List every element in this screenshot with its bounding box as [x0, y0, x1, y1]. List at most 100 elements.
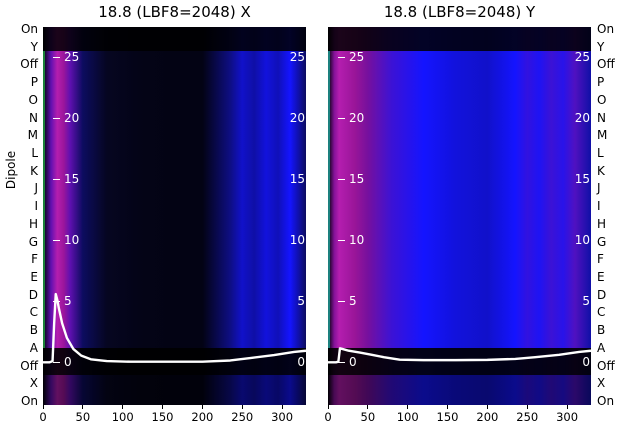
- y-tick-label: 0: [64, 355, 72, 370]
- x-tick-label: 0: [39, 410, 47, 424]
- x-tick-mark: [486, 405, 488, 409]
- y-tick-mark: [338, 57, 345, 59]
- y-tick-label: 25: [349, 50, 365, 65]
- y-tick-label: 0: [297, 355, 305, 370]
- y-category-1-y: Y: [597, 39, 605, 54]
- x-tick-mark: [201, 405, 203, 409]
- heatmap-image-x: [43, 27, 306, 405]
- y-tick-15: 15: [575, 172, 590, 186]
- y-category-2-off: Off: [20, 57, 38, 72]
- y-tick-label: 10: [574, 233, 590, 248]
- y-tick-label: 20: [574, 111, 590, 126]
- y-category-14-e: E: [30, 270, 38, 284]
- y-tick-0: 0: [582, 355, 590, 369]
- y-tick-10: 10: [338, 233, 364, 247]
- y-tick-label: 5: [297, 294, 305, 309]
- x-tick-label: 150: [151, 410, 174, 424]
- heatmap-panel-x[interactable]: 0 5 10 15 20 25 0 5 10 15 20 25: [43, 27, 306, 405]
- y-category-13-f: F: [597, 252, 604, 267]
- y-tick-5: 5: [338, 294, 357, 308]
- y-tick-20: 20: [290, 111, 305, 125]
- x-tick-mark: [42, 405, 44, 409]
- y-tick-label: 0: [349, 355, 357, 370]
- y-tick-label: 20: [64, 111, 80, 126]
- x-tick-mark: [526, 405, 528, 409]
- y-tick-mark: [53, 362, 60, 364]
- panel-title-y: 18.8 (LBF8=2048) Y: [383, 3, 536, 21]
- y-tick-20: 20: [338, 111, 364, 125]
- y-tick-label: 15: [64, 172, 80, 187]
- y-tick-15: 15: [290, 172, 305, 186]
- x-tick-mark: [407, 405, 409, 409]
- heatmap-panel-y[interactable]: 0 5 10 15 20 25 0 5 10 15 20 25: [328, 27, 591, 405]
- y-category-10-i: I: [34, 199, 38, 214]
- y-tick-mark: [338, 240, 345, 242]
- y-tick-label: 10: [349, 233, 365, 248]
- y-category-8-k: K: [597, 163, 605, 178]
- y-tick-label: 10: [64, 233, 80, 248]
- y-tick-mark: [338, 179, 345, 181]
- y-category-9-j: J: [597, 181, 601, 196]
- x-tick-150: 150: [428, 405, 468, 423]
- x-axis-y: 0 50 100 150 200 250 300: [324, 405, 591, 435]
- y-category-labels-right: On Y Off P O N M L K J I H G F E D C B A Off X On: [593, 23, 640, 408]
- y-category-7-l: L: [597, 146, 604, 160]
- trace-y: [328, 348, 591, 362]
- y-tick-20: 20: [53, 111, 79, 125]
- x-tick-mark: [367, 405, 369, 409]
- x-tick-label: 0: [324, 410, 332, 424]
- y-tick-label: 20: [289, 111, 305, 126]
- x-tick-label: 50: [360, 410, 376, 424]
- x-tick-mark: [241, 405, 243, 409]
- y-category-17-b: B: [29, 323, 38, 338]
- x-tick-label: 50: [75, 410, 91, 424]
- y-tick-25: 25: [290, 50, 305, 64]
- y-tick-label: 25: [289, 50, 305, 65]
- x-tick-label: 300: [556, 410, 579, 424]
- y-tick-label: 5: [582, 294, 590, 309]
- y-category-labels-left: On Y Off P O N M L K J I H G F E D C B A Off X On: [0, 23, 41, 408]
- trace-x: [43, 294, 306, 362]
- y-category-11-h: H: [597, 216, 607, 231]
- x-tick-50: 50: [348, 405, 388, 423]
- left-edge-sliver-x: [43, 51, 45, 348]
- x-tick-mark: [82, 405, 84, 409]
- y-tick-mark: [53, 240, 60, 242]
- x-tick-mark: [327, 405, 329, 409]
- trace-curve-y: [328, 27, 591, 405]
- x-tick-200: 200: [467, 405, 507, 423]
- x-tick-0: 0: [23, 405, 63, 423]
- heatmap-row-mask-bottom-y: [328, 374, 591, 405]
- y-tick-label: 15: [289, 172, 305, 187]
- y-category-18-a: A: [29, 340, 38, 355]
- x-tick-label: 200: [476, 410, 499, 424]
- y-category-5-n: N: [29, 110, 38, 125]
- y-category-3-p: P: [597, 75, 605, 90]
- y-tick-label: 10: [289, 233, 305, 248]
- x-tick-label: 200: [191, 410, 214, 424]
- y-tick-label: 5: [64, 294, 72, 309]
- x-tick-300: 300: [262, 405, 302, 423]
- x-tick-200: 200: [182, 405, 222, 423]
- y-tick-15: 15: [53, 172, 79, 186]
- x-tick-150: 150: [143, 405, 183, 423]
- y-category-12-g: G: [597, 234, 607, 249]
- y-category-5-n: N: [597, 110, 606, 125]
- y-tick-label: 20: [349, 111, 365, 126]
- y-category-16-c: C: [597, 305, 606, 320]
- x-tick-label: 300: [271, 410, 294, 424]
- y-tick-5: 5: [53, 294, 72, 308]
- y-category-20-x: X: [29, 376, 38, 391]
- x-tick-300: 300: [547, 405, 587, 423]
- y-category-19-off: Off: [20, 358, 38, 373]
- y-tick-label: 5: [349, 294, 357, 309]
- x-tick-label: 250: [231, 410, 254, 424]
- x-tick-250: 250: [222, 405, 262, 423]
- y-tick-mark: [53, 301, 60, 303]
- x-tick-mark: [162, 405, 164, 409]
- y-category-21-on: On: [597, 394, 615, 408]
- y-tick-5: 5: [297, 294, 305, 308]
- y-category-1-y: Y: [30, 39, 38, 54]
- y-tick-label: 25: [64, 50, 80, 65]
